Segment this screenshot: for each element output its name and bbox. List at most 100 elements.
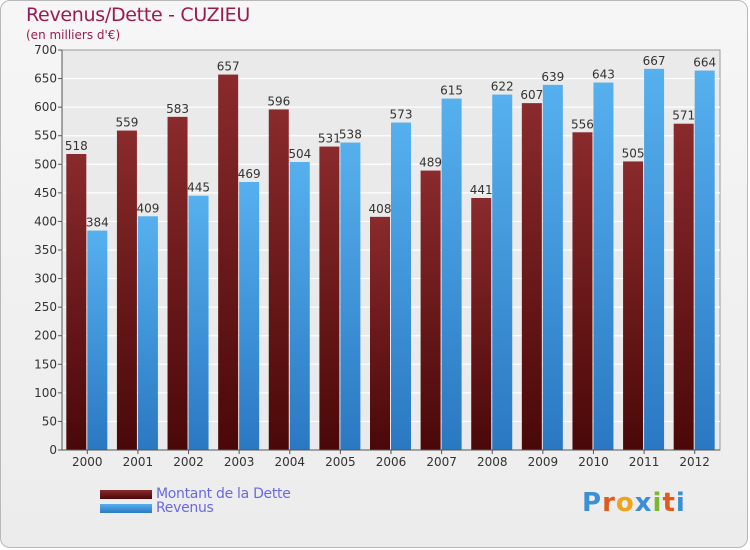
bar-dette [420,170,441,451]
y-tick-label: 550 [34,129,57,143]
data-label-dette: 571 [672,109,695,123]
bar-revenus [289,162,310,450]
data-label-revenus: 639 [541,70,564,84]
data-label-dette: 489 [419,156,442,170]
y-tick-label: 50 [42,414,57,428]
data-label-revenus: 384 [86,216,109,230]
logo-letter: o [615,488,635,518]
bar-revenus [593,82,614,451]
legend-swatch-revenus [100,503,152,513]
legend-item-dette: Montant de la Dette [100,486,291,502]
bar-revenus [492,94,513,451]
data-label-revenus: 538 [339,128,362,142]
x-tick-label: 2010 [578,455,609,469]
bar-dette [268,109,289,450]
data-label-revenus: 667 [643,54,666,68]
y-tick-label: 400 [34,214,57,228]
y-tick-label: 300 [34,272,57,286]
data-label-revenus: 504 [288,147,311,161]
bar-revenus [340,142,361,451]
bar-dette [521,103,542,451]
chart-subtitle: (en milliers d'€) [26,28,121,42]
bar-revenus [542,84,563,450]
x-tick-label: 2005 [325,455,356,469]
y-tick-label: 450 [34,186,57,200]
bar-revenus [188,195,209,450]
bar-dette [167,116,188,450]
logo-letter: i [652,488,663,518]
x-tick-label: 2002 [173,455,204,469]
bar-revenus [441,98,462,451]
logo-letter: r [602,488,616,518]
data-label-revenus: 573 [390,108,413,122]
x-axis: 2000 2001 2002 2003 2004 2005 2006 2007 2008 2009… [62,449,720,469]
data-label-dette: 657 [217,60,240,74]
logo-letter: x [634,488,653,518]
data-label-revenus: 469 [238,167,261,181]
data-label-dette: 518 [65,139,88,153]
legend-label-dette: Montant de la Dette [156,486,291,502]
data-label-dette: 607 [520,88,543,102]
bar-revenus [694,70,715,451]
legend-item-revenus: Revenus [100,500,214,516]
logo-letter: i [675,488,686,518]
data-label-dette: 596 [267,94,290,108]
proxiti-logo: Proxiti [582,488,686,518]
data-label-revenus: 409 [136,201,159,215]
logo-letter: P [582,488,603,518]
y-tick-label: 0 [49,443,57,457]
bar-dette [471,198,492,450]
x-tick-label: 2011 [629,455,660,469]
data-label-dette: 556 [571,117,594,131]
y-tick-label: 200 [34,329,57,343]
bar-dette [370,216,390,450]
bar-dette [623,161,644,450]
x-tick-label: 2003 [224,455,255,469]
x-tick-label: 2004 [274,455,305,469]
x-tick-label: 2007 [426,455,457,469]
data-label-revenus: 615 [440,84,463,98]
y-axis: 0 50 100 150 200 250 300 350 400 450 500 550 600 650 7… [34,43,63,457]
bar-revenus [239,182,260,450]
bar-dette [319,146,340,451]
y-tick-label: 150 [34,357,57,371]
x-tick-label: 2000 [72,455,103,469]
data-label-dette: 408 [369,202,392,216]
bar-revenus [391,122,411,451]
data-label-revenus: 445 [187,181,210,195]
data-label-dette: 441 [470,183,493,197]
legend-swatch-dette [100,489,152,499]
y-tick-label: 500 [34,157,57,171]
data-label-dette: 531 [318,132,341,146]
x-tick-label: 2006 [376,455,407,469]
bar-revenus [137,216,158,450]
legend-label-revenus: Revenus [156,500,214,516]
data-label-revenus: 643 [592,68,615,82]
y-tick-label: 700 [34,43,57,57]
x-tick-label: 2001 [123,455,154,469]
x-tick-label: 2009 [528,455,559,469]
bar-dette [116,130,137,451]
y-tick-label: 600 [34,100,57,114]
data-label-dette: 559 [115,116,138,130]
bar-dette [673,123,694,450]
data-label-dette: 583 [166,102,189,116]
data-label-dette: 505 [622,146,645,160]
x-tick-label: 2008 [477,455,508,469]
bar-revenus [644,68,665,450]
logo-letter: t [662,488,676,518]
bar-dette [572,132,593,451]
y-tick-label: 100 [34,386,57,400]
y-tick-label: 350 [34,243,57,257]
data-label-revenus: 664 [693,56,716,70]
bar-revenus [87,230,108,450]
y-tick-label: 650 [34,72,57,86]
chart-title: Revenus/Dette - CUZIEU [26,4,250,26]
y-tick-label: 250 [34,300,57,314]
bar-dette [66,154,87,450]
x-tick-label: 2012 [679,455,710,469]
data-label-revenus: 622 [491,80,514,94]
bar-dette [218,74,239,451]
